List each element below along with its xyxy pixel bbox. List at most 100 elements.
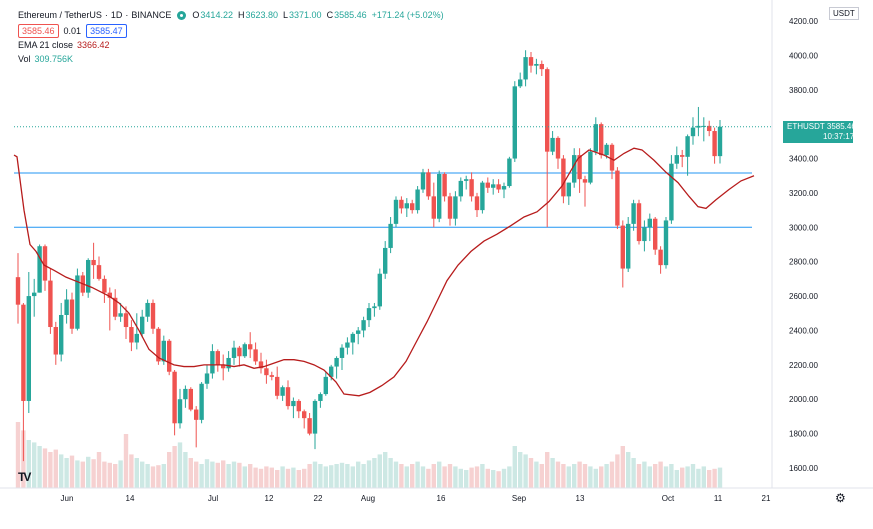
volume-bar — [636, 464, 642, 488]
candle — [712, 127, 717, 164]
candle-body — [221, 364, 226, 369]
volume-bar — [512, 446, 517, 488]
market-status-icon[interactable] — [177, 10, 187, 20]
candle — [96, 256, 102, 281]
candle — [626, 216, 631, 273]
candle-body — [356, 330, 361, 334]
volume-bar — [712, 468, 717, 488]
volume-legend[interactable]: Vol 309.756K — [18, 52, 449, 66]
price-tick: 3000.00 — [789, 223, 818, 232]
candle-body — [626, 223, 631, 269]
candle-body — [42, 246, 48, 281]
candle-body — [53, 327, 58, 355]
ask-button[interactable]: 3585.47 — [86, 24, 127, 38]
legend-symbol-row: Ethereum / TetherUS · 1D · BINANCE O3414… — [18, 8, 449, 22]
candle-body — [701, 125, 706, 127]
candle-body — [129, 327, 134, 343]
candle-body — [420, 172, 426, 190]
volume-bar — [69, 455, 75, 488]
candle — [642, 220, 647, 252]
candle — [631, 199, 636, 231]
volume-bar — [188, 458, 193, 488]
candle-body — [685, 136, 690, 157]
candle — [545, 67, 550, 228]
tradingview-logo-icon[interactable]: TV — [18, 470, 31, 484]
horizontal-lines[interactable] — [14, 172, 752, 228]
candle — [123, 306, 129, 340]
ema-legend[interactable]: EMA 21 close 3366.42 — [18, 38, 449, 52]
price-tick: 4200.00 — [789, 17, 818, 26]
bid-button[interactable]: 3585.46 — [18, 24, 59, 38]
time-scale[interactable]: Jun 14 Jul 12 22 Aug 16 Sep 13 Oct 11 21 — [61, 494, 771, 503]
candle-body — [566, 182, 571, 197]
candle — [145, 299, 150, 322]
time-tick: Oct — [662, 494, 675, 503]
price-tick: 2600.00 — [789, 292, 818, 301]
volume-bar — [194, 461, 199, 488]
candle-body — [156, 328, 161, 362]
volume-bar — [399, 464, 404, 488]
candle-body — [593, 124, 598, 152]
interval[interactable]: 1D — [110, 10, 123, 20]
candle-body — [528, 57, 534, 66]
volume-bar — [566, 466, 571, 488]
candle-body — [264, 368, 269, 376]
candle — [334, 356, 339, 379]
candle-body — [258, 361, 264, 369]
candle-body — [318, 394, 323, 401]
volume-bar — [496, 471, 501, 488]
separator: · — [125, 10, 129, 20]
candle — [129, 320, 134, 352]
candle — [302, 409, 307, 429]
candle-body — [669, 163, 674, 221]
ohlc-key: C — [326, 10, 334, 20]
candle-body — [393, 199, 399, 224]
symbol-name[interactable]: Ethereum / TetherUS — [18, 10, 102, 20]
time-tick: 22 — [314, 494, 323, 503]
volume-bar — [118, 460, 123, 488]
candle-body — [609, 144, 615, 171]
volume-bar — [177, 442, 183, 488]
volume-bar — [620, 446, 625, 488]
volume-bar — [404, 466, 409, 488]
candle-body — [620, 225, 625, 269]
volume-bar — [102, 461, 107, 488]
volume-bar — [129, 454, 134, 488]
candle — [215, 349, 220, 372]
candle-body — [469, 179, 474, 197]
candle-body — [307, 418, 312, 434]
candle — [48, 268, 53, 334]
candle-body — [539, 63, 544, 70]
currency-button[interactable]: USDT — [829, 7, 859, 20]
volume-bar — [447, 464, 453, 488]
volume-bar — [393, 461, 399, 488]
volume-bar — [415, 461, 420, 488]
price-scale[interactable]: 4200.004000.003800.003600.003400.003200.… — [789, 17, 818, 473]
price-tick: 2200.00 — [789, 361, 818, 370]
candle-body — [485, 182, 490, 188]
volume-bar — [48, 452, 53, 488]
candle-body — [118, 313, 123, 317]
volume-bar — [604, 464, 609, 488]
candle-body — [107, 292, 112, 298]
candle-body — [561, 158, 566, 197]
gear-icon[interactable]: ⚙ — [835, 491, 846, 505]
volume-bar — [59, 454, 64, 488]
candle — [555, 136, 561, 169]
candle-body — [604, 144, 609, 156]
volume-bar — [312, 461, 318, 488]
volume-bar — [474, 466, 480, 488]
candle — [231, 340, 237, 365]
candle-body — [599, 124, 604, 156]
candle — [485, 177, 490, 193]
volume-bar — [296, 470, 301, 488]
candle — [534, 58, 539, 75]
candle-body — [188, 388, 193, 410]
candle — [388, 216, 393, 254]
candle-body — [404, 203, 409, 209]
volume-bar — [550, 458, 555, 488]
candle — [242, 342, 247, 358]
candle — [318, 392, 323, 408]
volume-bar — [32, 442, 37, 488]
